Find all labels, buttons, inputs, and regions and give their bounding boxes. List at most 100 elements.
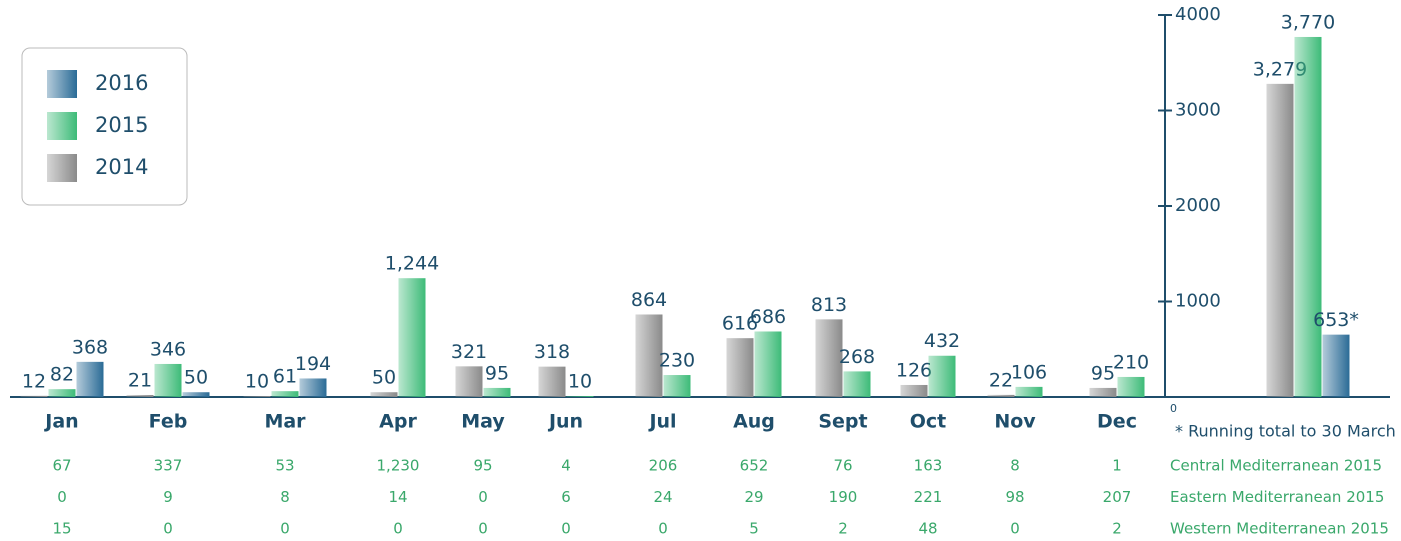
table-cell: 190 <box>829 488 858 506</box>
value-label: 653* <box>1313 309 1359 331</box>
y-tick-label: 0 <box>1170 402 1177 415</box>
table-cell: 0 <box>163 520 173 538</box>
bar <box>126 394 154 397</box>
bar <box>483 387 511 397</box>
value-label: 268 <box>839 346 875 368</box>
y-tick-label: 1000 <box>1175 291 1221 312</box>
table-cell: 0 <box>280 520 290 538</box>
table-cell: 0 <box>1010 520 1020 538</box>
value-label: 95 <box>1091 362 1115 384</box>
value-label: 616 <box>722 313 758 335</box>
table-cell: 5 <box>749 520 759 538</box>
bar <box>1294 36 1322 398</box>
legend-swatch <box>47 154 77 182</box>
table-cell: 98 <box>1005 488 1024 506</box>
table-row-name: Eastern Mediterranean 2015 <box>1170 488 1384 506</box>
value-label: 432 <box>924 330 960 352</box>
bar <box>726 338 754 397</box>
table-cell: 0 <box>478 520 488 538</box>
value-label: 50 <box>184 367 208 389</box>
table-cell: 0 <box>561 520 571 538</box>
bar <box>754 331 782 397</box>
table-cell: 76 <box>833 457 852 475</box>
table-cell: 24 <box>653 488 672 506</box>
value-label: 22 <box>989 369 1013 391</box>
value-label: 3,279 <box>1253 58 1307 80</box>
bar <box>370 392 398 397</box>
bar <box>843 371 871 397</box>
legend-swatch <box>47 70 77 98</box>
value-label: 61 <box>273 366 297 388</box>
value-label: 864 <box>631 289 667 311</box>
bar <box>538 366 566 397</box>
bar <box>815 319 843 397</box>
bar <box>1117 376 1145 397</box>
x-tick-label: May <box>461 411 505 433</box>
table-cell: 1 <box>1112 457 1122 475</box>
value-label: 3,770 <box>1281 11 1335 33</box>
value-label: 1,244 <box>385 253 439 275</box>
bar <box>154 363 182 397</box>
value-label: 368 <box>72 336 108 358</box>
table-cell: 95 <box>473 457 492 475</box>
value-label: 194 <box>295 353 331 375</box>
value-label: 12 <box>22 370 46 392</box>
table-cell: 53 <box>275 457 294 475</box>
legend-label: 2015 <box>95 113 148 137</box>
value-label: 230 <box>659 350 695 372</box>
table-cell: 2 <box>1112 520 1122 538</box>
value-label: 210 <box>1113 351 1149 373</box>
bar <box>987 394 1015 397</box>
x-tick-label: Apr <box>379 411 417 433</box>
table-cell: 206 <box>649 457 678 475</box>
x-tick-label: Jun <box>547 411 583 433</box>
value-label: 95 <box>485 362 509 384</box>
value-label: 50 <box>372 367 396 389</box>
value-label: 686 <box>750 306 786 328</box>
y-tick-label: 4000 <box>1175 4 1221 25</box>
table-cell: 0 <box>658 520 668 538</box>
bar <box>1089 387 1117 397</box>
table-cell: 14 <box>388 488 407 506</box>
legend-swatch <box>47 112 77 140</box>
table-cell: 2 <box>838 520 848 538</box>
value-label: 346 <box>150 338 186 360</box>
table-row-name: Western Mediterranean 2015 <box>1170 520 1389 538</box>
bar <box>271 391 299 397</box>
value-label: 21 <box>128 369 152 391</box>
bar <box>928 355 956 397</box>
table-cell: 8 <box>1010 457 1020 475</box>
bar <box>566 396 594 397</box>
x-tick-label: Sept <box>818 411 867 433</box>
table-cell: 0 <box>57 488 67 506</box>
bar <box>455 366 483 397</box>
bar <box>900 384 928 397</box>
bar <box>182 392 210 397</box>
table-cell: 1,230 <box>377 457 420 475</box>
table-cell: 6 <box>561 488 571 506</box>
x-tick-label: Oct <box>910 411 947 433</box>
x-tick-label: Mar <box>264 411 306 433</box>
table-cell: 9 <box>163 488 173 506</box>
x-tick-label: Feb <box>149 411 188 433</box>
bar <box>1266 83 1294 397</box>
bar <box>1015 386 1043 397</box>
bar <box>398 278 426 397</box>
bar <box>243 396 271 397</box>
table-cell: 8 <box>280 488 290 506</box>
table-cell: 0 <box>478 488 488 506</box>
bar <box>663 375 691 397</box>
table-cell: 29 <box>744 488 763 506</box>
bar <box>20 395 48 397</box>
bar <box>1322 334 1350 397</box>
value-label: 813 <box>811 294 847 316</box>
value-label: 321 <box>451 341 487 363</box>
x-tick-label: Nov <box>994 411 1036 433</box>
x-tick-label: Dec <box>1097 411 1137 433</box>
table-cell: 48 <box>918 520 937 538</box>
footnote: * Running total to 30 March <box>1175 422 1396 441</box>
bar <box>635 314 663 397</box>
value-label: 10 <box>568 371 592 393</box>
bar <box>48 389 76 397</box>
